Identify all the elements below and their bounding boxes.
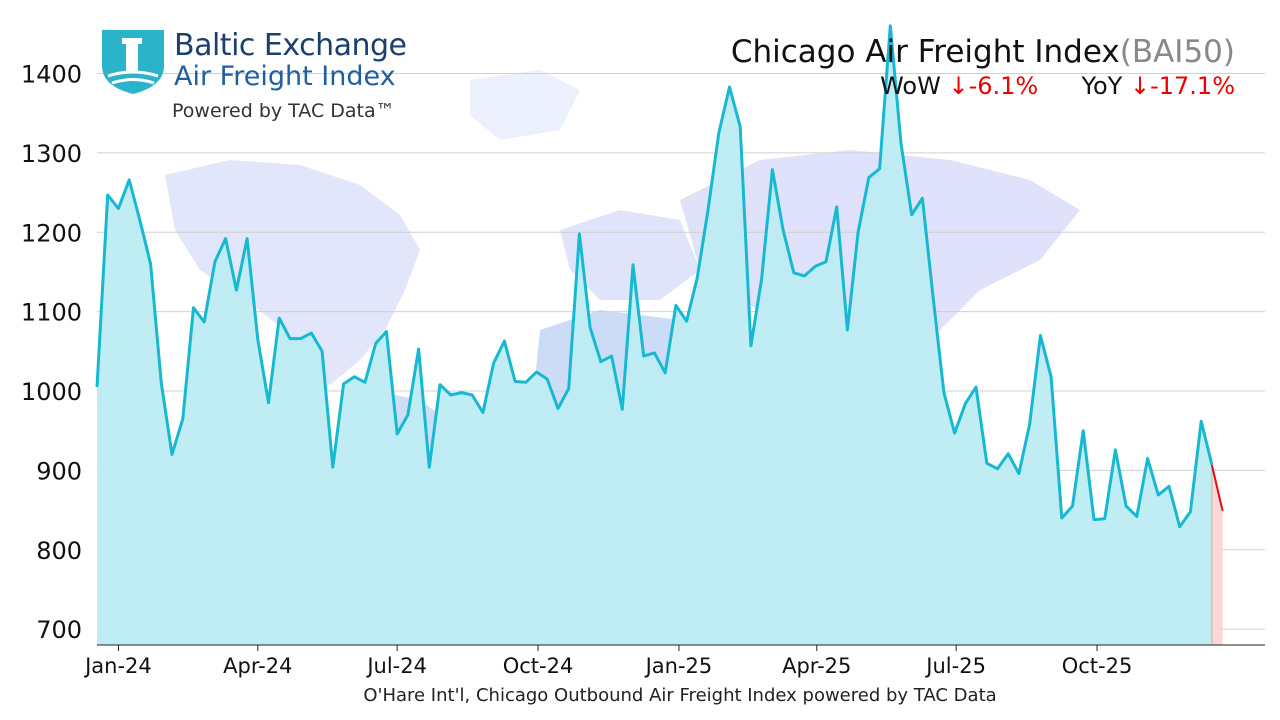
x-tick-label: Oct-25 — [1062, 654, 1133, 678]
y-tick-label: 1100 — [21, 299, 82, 327]
y-tick-label: 900 — [36, 457, 82, 485]
y-tick-label: 1300 — [21, 140, 82, 168]
series-line — [95, 24, 1224, 529]
brand-product: Air Freight Index — [174, 61, 396, 92]
yoy-label: YoY — [1081, 72, 1123, 100]
x-tick-label: Jul-24 — [365, 654, 427, 678]
x-tick-labels: Jan-24 Apr-24 Jul-24 Oct-24 Jan-25 Apr-25 Jul-… — [83, 654, 1132, 678]
y-tick-labels: 700 800 900 1000 1100 1200 1300 1400 — [21, 61, 82, 645]
y-tick-label: 1000 — [21, 378, 82, 406]
change-summary: WoW ↓-6.1% YoY ↓-17.1% — [731, 72, 1235, 100]
x-tick-label: Jul-25 — [924, 654, 986, 678]
lighthouse-icon — [102, 30, 164, 94]
chart-code: (BAI50) — [1119, 34, 1235, 70]
y-tick-label: 800 — [36, 537, 82, 565]
area-fill — [97, 25, 1223, 645]
wow-value: ↓-6.1% — [948, 72, 1039, 100]
brand-logo: Baltic Exchange Air Freight Index Powere… — [100, 28, 430, 128]
brand-name: Baltic Exchange — [174, 28, 407, 63]
y-tick-label: 1400 — [21, 61, 82, 89]
chart-title: Chicago Air Freight Index(BAI50) — [731, 34, 1235, 70]
series-line-main — [95, 24, 1214, 529]
series-line-last-week — [1210, 464, 1224, 512]
x-tick-label: Jan-24 — [83, 654, 152, 678]
x-axis-label: O'Hare Int'l, Chicago Outbound Air Freig… — [363, 685, 996, 706]
x-tick-label: Apr-24 — [223, 654, 292, 678]
yoy-value: ↓-17.1% — [1129, 72, 1235, 100]
area-main — [97, 25, 1212, 645]
brand-tagline: Powered by TAC Data™ — [172, 100, 395, 122]
y-tick-label: 1200 — [21, 219, 82, 247]
x-tick-label: Oct-24 — [503, 654, 574, 678]
axes — [97, 644, 1265, 651]
y-tick-label: 700 — [36, 616, 82, 644]
chart-title-text: Chicago Air Freight Index — [730, 34, 1120, 70]
area-last-week — [1211, 464, 1223, 645]
x-tick-label: Jan-25 — [644, 654, 713, 678]
chart-title-block: Chicago Air Freight Index(BAI50) WoW ↓-6… — [731, 34, 1235, 100]
x-tick-label: Apr-25 — [782, 654, 851, 678]
wow-label: WoW — [880, 72, 941, 100]
